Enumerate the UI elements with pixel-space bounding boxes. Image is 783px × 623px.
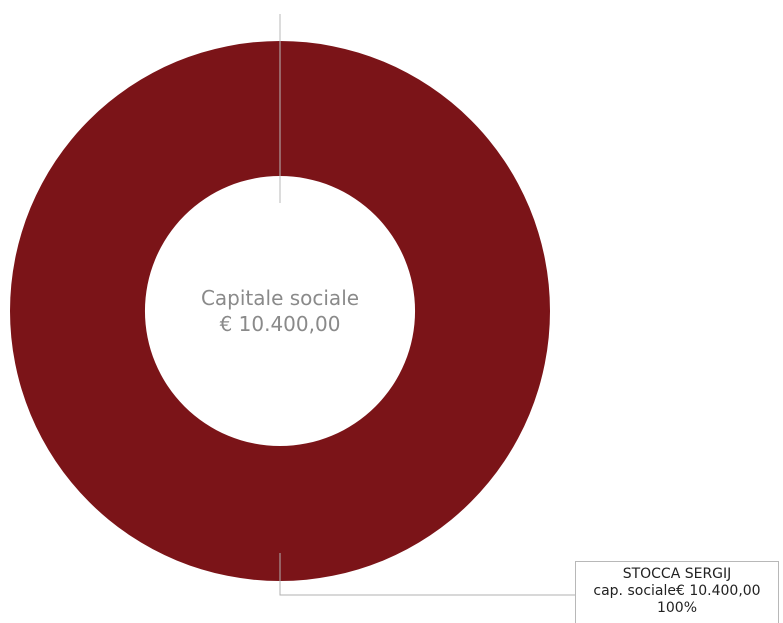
center-title: Capitale sociale [201,286,359,310]
slice-percent-label: 100% [656,600,698,616]
slice-callout-label: STOCCA SERGIJ cap. sociale€ 10.400,00 10… [575,561,779,623]
slices-layer [10,41,550,581]
slice-name: STOCCA SERGIJ [622,566,732,582]
donut-slice-0[interactable] [10,41,550,581]
callout-leader-line [279,553,575,596]
slice-value-label: cap. sociale€ 10.400,00 [593,583,761,599]
center-value: € 10.400,00 [220,312,341,336]
